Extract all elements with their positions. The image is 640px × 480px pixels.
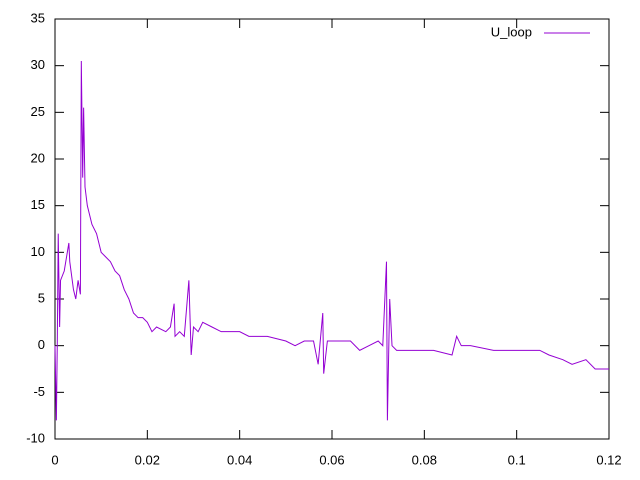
y-tick-label: -10 [26, 430, 45, 445]
x-tick-label: 0.12 [596, 452, 621, 467]
y-tick-label: 10 [31, 244, 45, 259]
plot-border [54, 18, 610, 440]
y-tick-label: 30 [31, 57, 45, 72]
y-tick-label: 5 [38, 290, 45, 305]
legend-label: U_loop [491, 24, 532, 39]
x-tick-label: 0 [51, 452, 58, 467]
series-line [54, 60, 609, 421]
y-tick-label: 35 [31, 10, 45, 25]
x-tick-label: 0.02 [135, 452, 160, 467]
y-tick-label: 0 [38, 337, 45, 352]
x-tick-label: 0.04 [227, 452, 252, 467]
x-tick-label: 0.06 [319, 452, 344, 467]
y-tick-label: 25 [31, 104, 45, 119]
y-tick-label: 20 [31, 150, 45, 165]
x-tick-label: 0.1 [508, 452, 526, 467]
y-tick-label: -5 [33, 384, 45, 399]
y-tick-label: 15 [31, 197, 45, 212]
x-tick-label: 0.08 [412, 452, 437, 467]
